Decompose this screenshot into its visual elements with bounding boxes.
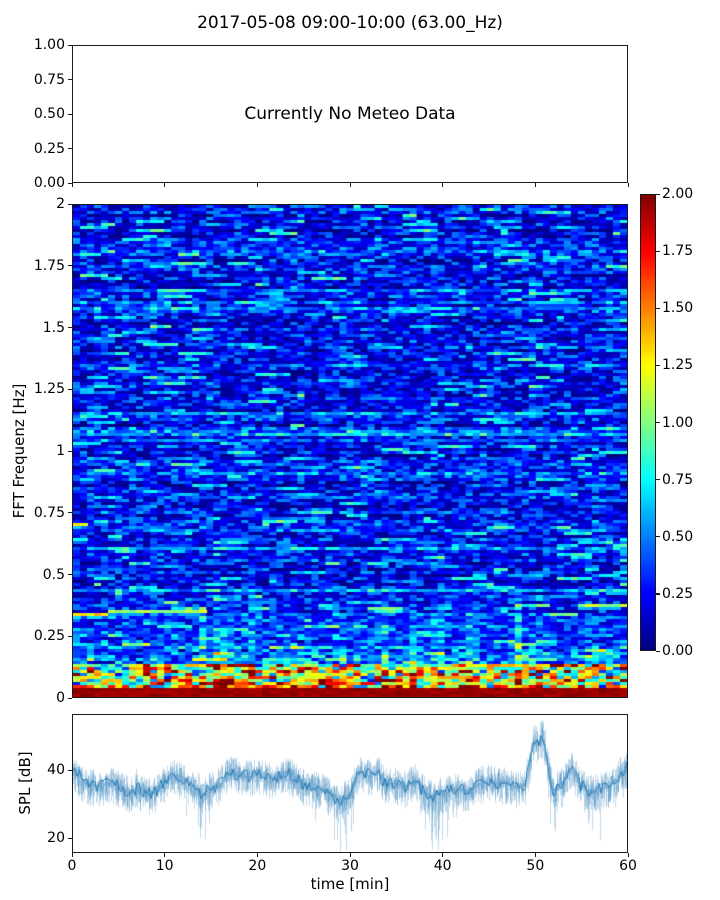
tick-mark (627, 853, 629, 857)
tick-mark (256, 183, 259, 187)
y-tick-label: 40 (47, 762, 65, 779)
tick-mark (349, 853, 351, 857)
fft-frequency-axis-label: FFT Frequenz [Hz] (10, 383, 28, 519)
colorbar-tick-label: 2.00 (662, 186, 694, 202)
tick-mark (656, 650, 660, 652)
tick-mark (68, 574, 72, 576)
spectrogram-canvas (73, 205, 627, 697)
figure-title: 2017-05-08 09:00-10:00 (63.00_Hz) (197, 13, 503, 33)
tick-mark (349, 183, 351, 187)
tick-mark (68, 44, 72, 46)
y-tick-label: 0 (56, 690, 65, 706)
tick-mark (442, 183, 444, 187)
spl-axes (72, 714, 628, 853)
colorbar-tick-label: 1.75 (662, 243, 694, 260)
tick-mark (68, 79, 72, 81)
tick-mark (68, 769, 72, 771)
colorbar-tick-label: 1.25 (662, 357, 694, 374)
spl-axis-label: SPL [dB] (16, 751, 34, 815)
y-tick-label: 0.25 (33, 628, 65, 645)
y-tick-label: 0.75 (33, 504, 65, 521)
x-tick-label: 10 (155, 858, 174, 874)
spectrogram-axes (72, 204, 628, 698)
tick-mark (68, 388, 72, 390)
y-tick-label: 0.75 (33, 71, 65, 88)
tick-mark (442, 853, 444, 857)
y-tick-label: 0.25 (33, 140, 65, 157)
y-tick-label: 0.5 (42, 566, 65, 583)
y-tick-label: 2 (56, 196, 65, 212)
x-tick-label: 30 (341, 858, 359, 874)
colorbar-tick-label: 0.25 (662, 585, 694, 602)
tick-mark (68, 327, 72, 329)
tick-mark (68, 512, 72, 514)
tick-mark (68, 265, 72, 267)
colorbar-tick-label: 1.50 (662, 300, 694, 317)
no-meteo-annotation: Currently No Meteo Data (244, 104, 456, 124)
tick-mark (68, 203, 72, 205)
y-tick-label: 1.75 (33, 257, 65, 274)
colorbar-tick-label: 0.00 (662, 643, 694, 659)
tick-mark (656, 307, 660, 309)
tick-mark (656, 193, 660, 195)
tick-mark (68, 450, 72, 452)
y-tick-label: 0.50 (33, 106, 65, 122)
tick-mark (71, 183, 73, 187)
x-tick-label: 20 (248, 858, 267, 874)
x-tick-label: 60 (619, 858, 637, 874)
y-tick-label: 1.5 (42, 319, 65, 336)
y-tick-label: 1.25 (33, 381, 65, 398)
tick-mark (534, 853, 537, 857)
tick-mark (164, 853, 166, 857)
spl-canvas (73, 715, 627, 852)
tick-mark (534, 183, 537, 187)
tick-mark (68, 837, 72, 839)
tick-mark (68, 148, 72, 150)
x-tick-label: 40 (433, 858, 452, 874)
tick-mark (656, 479, 660, 481)
time-axis-label: time [min] (310, 875, 390, 893)
y-tick-label: 20 (47, 830, 65, 847)
tick-mark (256, 853, 259, 857)
x-tick-label: 50 (526, 858, 545, 874)
tick-mark (68, 697, 72, 699)
tick-mark (656, 536, 660, 538)
meteo-axes: Currently No Meteo Data (72, 45, 628, 183)
y-tick-label: 1 (56, 443, 65, 459)
tick-mark (164, 183, 166, 187)
tick-mark (656, 422, 660, 424)
tick-mark (71, 853, 73, 857)
colorbar (640, 194, 656, 651)
colorbar-tick-label: 0.50 (662, 528, 694, 545)
tick-mark (656, 364, 660, 367)
y-tick-label: 1.00 (33, 37, 65, 53)
colorbar-tick-label: 0.75 (662, 471, 694, 488)
tick-mark (656, 250, 660, 252)
tick-mark (627, 183, 629, 187)
tick-mark (68, 113, 72, 115)
colorbar-tick-label: 1.00 (662, 414, 694, 431)
tick-mark (68, 182, 72, 184)
tick-mark (656, 593, 660, 595)
x-tick-label: 0 (67, 858, 77, 874)
tick-mark (68, 635, 72, 637)
y-tick-label: 0.00 (33, 175, 65, 191)
